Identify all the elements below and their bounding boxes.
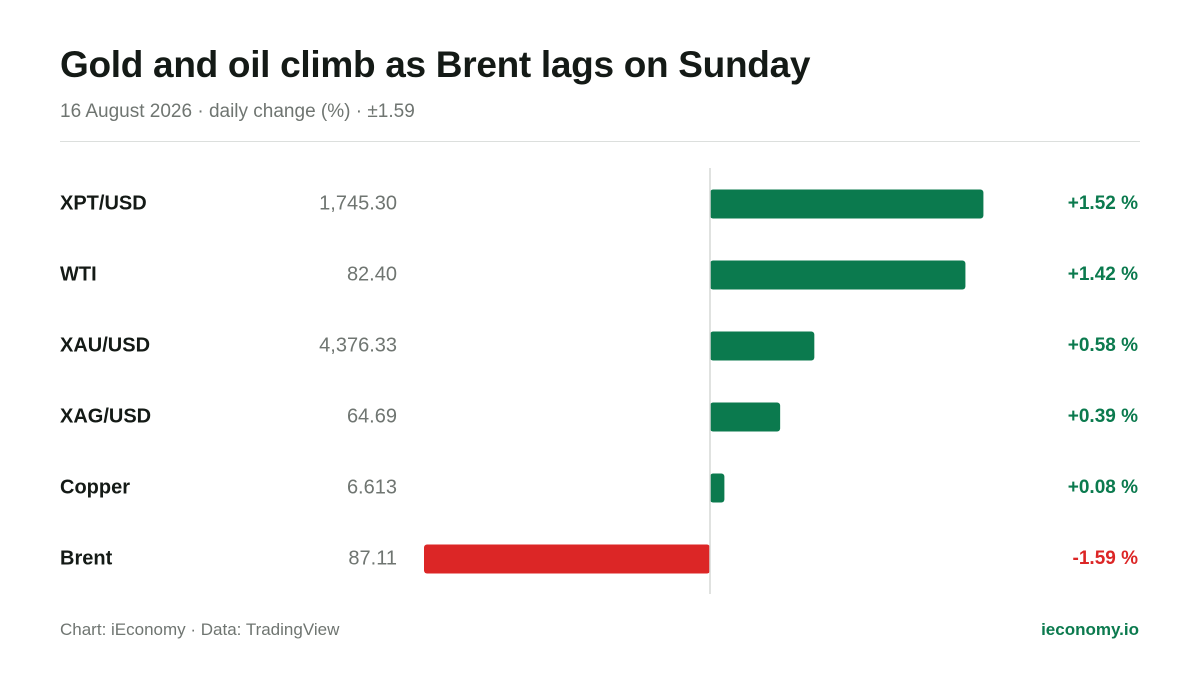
footer-source: Chart: iEconomy · Data: TradingView xyxy=(60,620,340,639)
chart-title: Gold and oil climb as Brent lags on Sund… xyxy=(60,44,811,85)
chart-subtitle: 16 August 2026 · daily change (%) · ±1.5… xyxy=(60,101,415,122)
chart-row: XPT/USD 1,745.30 +1.52 % xyxy=(60,189,1138,219)
price-label: 64.69 xyxy=(347,405,397,427)
chart-row: WTI 82.40 +1.42 % xyxy=(60,260,1138,290)
category-label: XAU/USD xyxy=(60,334,150,356)
chart-row: XAG/USD 64.69 +0.39 % xyxy=(60,402,1138,432)
category-label: XPT/USD xyxy=(60,192,147,214)
bar xyxy=(710,331,815,361)
bar xyxy=(710,402,781,432)
value-label: +0.39 % xyxy=(1068,406,1138,427)
bar xyxy=(710,189,984,219)
chart-rows: XPT/USD 1,745.30 +1.52 % WTI 82.40 +1.42 % XAU… xyxy=(60,189,1139,574)
value-label: +1.42 % xyxy=(1068,264,1138,285)
value-label: +0.58 % xyxy=(1068,335,1138,356)
category-label: Brent xyxy=(60,547,113,569)
category-label: XAG/USD xyxy=(60,405,151,427)
bar xyxy=(710,260,966,290)
price-label: 6.613 xyxy=(347,476,397,498)
header-divider xyxy=(60,141,1140,142)
price-label: 82.40 xyxy=(347,263,397,285)
bar xyxy=(710,473,725,503)
price-label: 1,745.30 xyxy=(319,192,397,214)
category-label: WTI xyxy=(60,263,97,285)
value-label: +0.08 % xyxy=(1068,477,1138,498)
bar xyxy=(424,544,710,574)
category-label: Copper xyxy=(60,476,130,498)
price-label: 87.11 xyxy=(348,547,397,569)
price-label: 4,376.33 xyxy=(319,334,397,356)
value-label: +1.52 % xyxy=(1068,193,1138,214)
value-label: -1.59 % xyxy=(1073,548,1139,569)
footer-brand-link[interactable]: ieconomy.io xyxy=(1041,620,1139,639)
chart-row: Copper 6.613 +0.08 % xyxy=(60,473,1138,503)
chart-row: Brent 87.11 -1.59 % xyxy=(60,544,1139,574)
chart-row: XAU/USD 4,376.33 +0.58 % xyxy=(60,331,1138,361)
